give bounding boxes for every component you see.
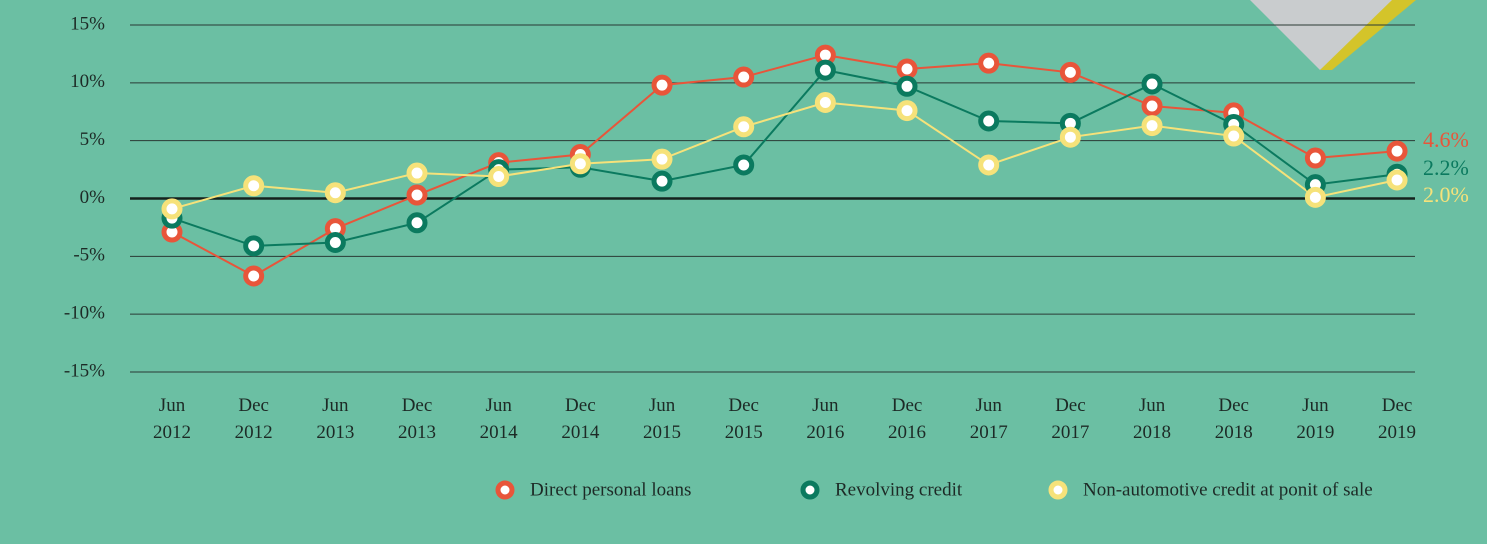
data-point xyxy=(246,178,262,194)
end-label: 2.2% xyxy=(1423,155,1469,180)
data-point xyxy=(736,157,752,173)
data-point xyxy=(327,234,343,250)
data-point xyxy=(246,268,262,284)
y-tick-label: -5% xyxy=(73,245,105,266)
data-point xyxy=(1307,189,1323,205)
data-point xyxy=(327,185,343,201)
data-point xyxy=(409,215,425,231)
legend-label: Non-automotive credit at ponit of sale xyxy=(1083,479,1373,500)
data-point xyxy=(817,62,833,78)
data-point xyxy=(736,69,752,85)
chart: -15%-10%-5%0%5%10%15%Jun2012Dec2012Jun20… xyxy=(0,0,1487,544)
data-point xyxy=(1062,64,1078,80)
data-point xyxy=(654,151,670,167)
data-point xyxy=(491,169,507,185)
data-point xyxy=(1144,76,1160,92)
data-point xyxy=(981,55,997,71)
legend-label: Direct personal loans xyxy=(530,479,691,500)
data-point xyxy=(1226,128,1242,144)
data-point xyxy=(899,78,915,94)
legend-label: Revolving credit xyxy=(835,479,963,500)
data-point xyxy=(736,119,752,135)
y-tick-label: -10% xyxy=(64,303,105,324)
y-tick-label: 10% xyxy=(70,71,105,92)
data-point xyxy=(164,201,180,217)
y-tick-label: 0% xyxy=(80,187,106,208)
data-point xyxy=(1389,172,1405,188)
end-label: 4.6% xyxy=(1423,127,1469,152)
y-tick-label: 5% xyxy=(80,129,106,150)
data-point xyxy=(1307,150,1323,166)
end-label: 2.0% xyxy=(1423,182,1469,207)
data-point xyxy=(1389,143,1405,159)
data-point xyxy=(899,61,915,77)
data-point xyxy=(409,187,425,203)
data-point xyxy=(409,165,425,181)
data-point xyxy=(981,157,997,173)
y-tick-label: 15% xyxy=(70,13,105,34)
data-point xyxy=(572,156,588,172)
data-point xyxy=(899,103,915,119)
data-point xyxy=(1144,98,1160,114)
legend-marker xyxy=(1051,483,1065,497)
data-point xyxy=(1062,129,1078,145)
data-point xyxy=(1144,118,1160,134)
y-tick-label: -15% xyxy=(64,360,105,381)
data-point xyxy=(654,173,670,189)
data-point xyxy=(654,77,670,93)
legend-marker xyxy=(498,483,512,497)
legend-marker xyxy=(803,483,817,497)
data-point xyxy=(246,238,262,254)
data-point xyxy=(981,113,997,129)
data-point xyxy=(817,94,833,110)
